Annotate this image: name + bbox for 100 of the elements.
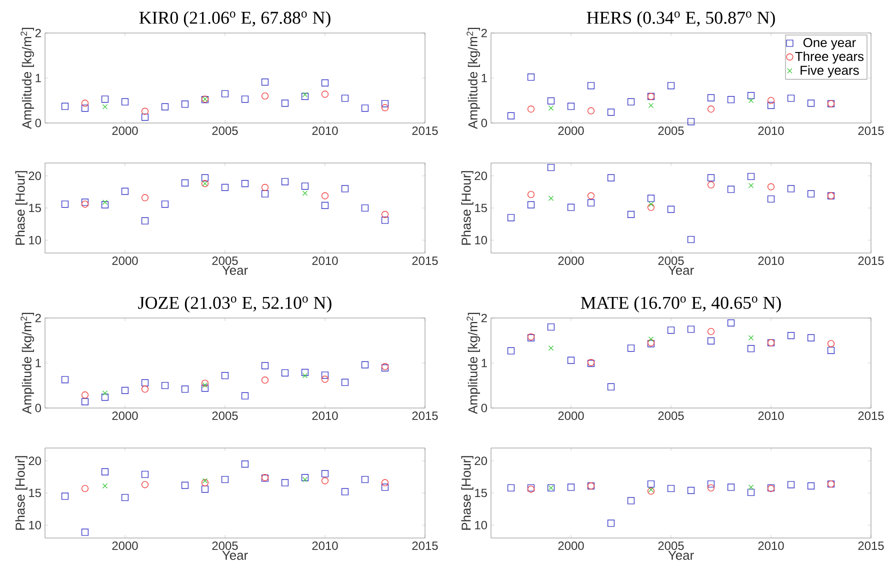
point [261,92,269,100]
point [361,204,369,212]
point [102,483,108,489]
point [567,204,575,211]
x-tick-label: 2010 [312,126,338,135]
y-tick-label: 15 [475,204,487,212]
point [527,190,535,198]
point [301,182,309,190]
point [687,486,695,494]
point [707,181,715,188]
y-tick-label: 10 [29,236,42,244]
point [381,100,389,108]
x-tick-label: 2010 [758,256,784,265]
point [341,94,349,102]
point [201,384,209,392]
point [748,335,754,340]
x-axis-title: Year [222,550,248,560]
point [61,376,69,384]
point [221,476,229,484]
point [321,79,329,86]
point [567,102,575,110]
point [648,487,654,492]
y-tick-label: 2 [481,314,487,322]
point [101,96,109,103]
point [748,98,754,104]
point [527,201,535,208]
x-tick-label: 2000 [112,256,138,265]
point [361,361,369,368]
point [181,179,189,186]
point [161,200,169,208]
point [221,372,229,380]
y-axis-title: Amplitude [kg/m$^{2}$] [20,312,34,414]
point [647,204,655,211]
point [161,103,169,110]
point [361,476,369,484]
x-tick-label: 2015 [858,412,884,420]
point [61,200,69,208]
point [587,107,595,114]
point [81,100,89,107]
point [201,174,209,182]
y-tick-label: 20 [28,456,42,466]
point [647,480,655,488]
point [787,94,795,102]
y-tick-label: 20 [474,456,488,466]
y-tick-label: 10 [475,520,488,530]
legend-label: One year [803,38,856,50]
point [807,100,815,107]
point [141,217,149,224]
y-axis-title: Amplitude [kg/m$^{2}$] [466,312,480,414]
x-tick-label: 2005 [212,412,238,420]
point [241,392,249,400]
point [507,214,515,222]
point [527,106,535,113]
point [141,481,149,488]
y-tick-label: 2 [481,28,487,38]
point [381,216,389,224]
point [261,376,269,384]
point [181,482,189,489]
point [787,185,795,192]
y-tick-label: 15 [475,488,487,498]
x-tick-label: 2010 [758,542,784,550]
y-tick-label: 0 [35,404,42,412]
point [747,488,755,496]
point [61,102,69,110]
y-tick-label: 0 [481,118,488,128]
x-tick-label: 2000 [558,542,584,550]
point [281,178,289,186]
chart-title: KIR0 (21.06$^{o}$ E, 67.88$^{o}$ N) [139,11,330,28]
point [381,210,389,218]
point [341,378,349,386]
point [707,484,715,492]
x-tick-label: 2005 [658,542,684,550]
x-tick-label: 2015 [858,256,884,265]
point [81,391,89,399]
y-tick-label: 1 [482,358,487,368]
point [687,118,695,126]
point [281,479,289,486]
y-axis-title: Amplitude [kg/m$^{2}$] [466,28,480,129]
point [141,470,149,478]
x-tick-label: 2010 [758,412,784,420]
point [767,102,775,109]
point [141,108,149,115]
point [767,96,775,104]
point [81,104,89,112]
x-tick-label: 2005 [658,256,684,265]
chart-title: HERS (0.34$^{o}$ E, 50.87$^{o}$ N) [586,11,775,28]
point [807,334,815,342]
point [102,200,108,205]
legend-label: Five years [800,65,859,78]
point [301,474,309,482]
point [747,92,755,100]
y-tick-label: 10 [475,236,488,244]
point [302,190,308,196]
point [181,100,189,108]
y-axis-title: Phase [Hour] [15,171,28,245]
point [221,90,229,98]
x-tick-label: 2015 [858,542,884,550]
point [667,82,675,90]
point [607,383,615,390]
y-axis-title: Amplitude [kg/m$^{2}$] [20,28,34,129]
